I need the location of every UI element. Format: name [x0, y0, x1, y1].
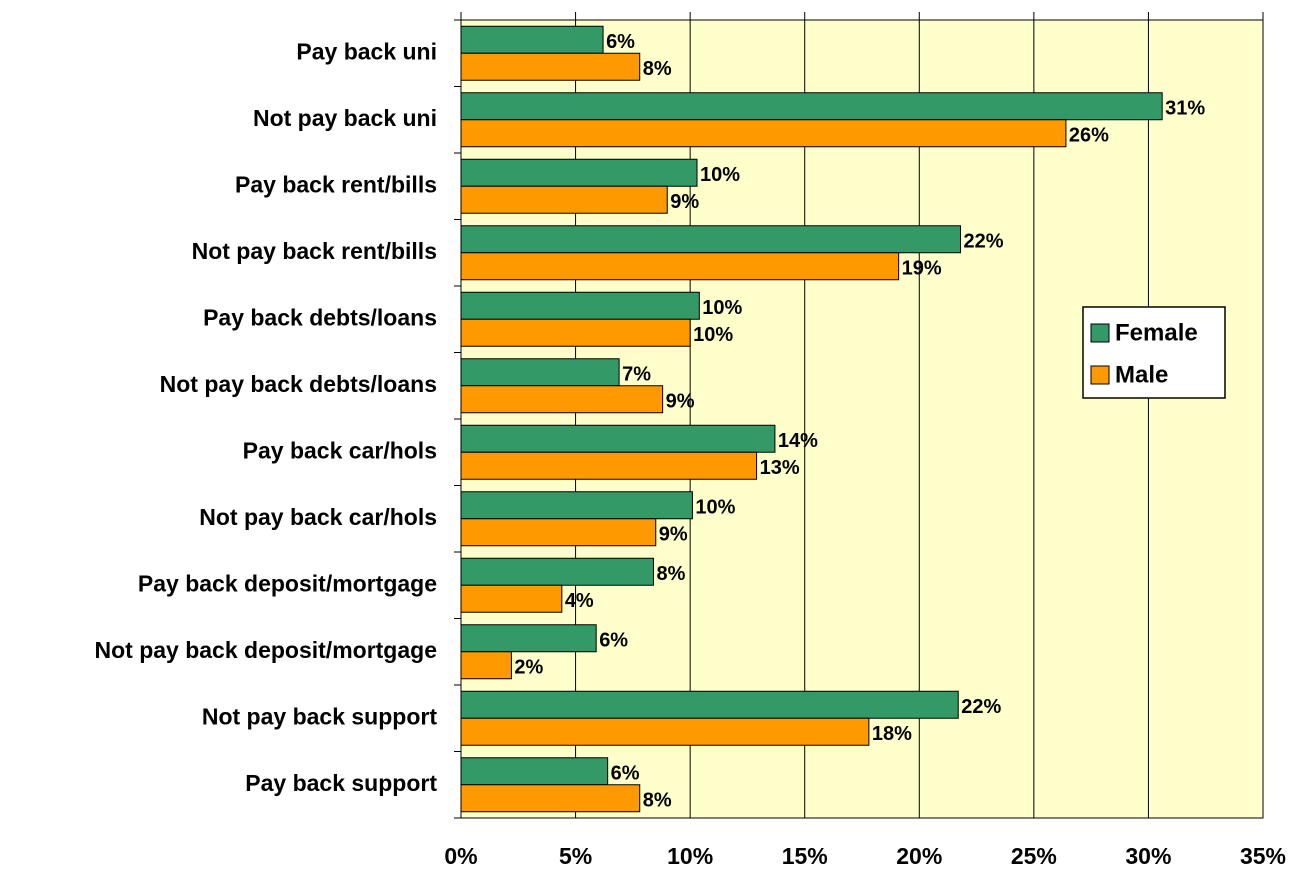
- data-label: 4%: [565, 590, 594, 612]
- data-label: 9%: [666, 391, 695, 413]
- data-label: 14%: [778, 430, 818, 452]
- data-label: 10%: [700, 164, 740, 186]
- x-tick-label: 5%: [559, 843, 592, 869]
- data-label: 6%: [611, 763, 640, 785]
- bar: [460, 690, 959, 719]
- data-label: 2%: [514, 657, 543, 679]
- data-label: 10%: [702, 297, 742, 319]
- y-tick-label: Pay back uni: [296, 38, 437, 64]
- bar: [460, 291, 700, 320]
- x-tick-label: 15%: [782, 843, 828, 869]
- legend-swatch: [1090, 323, 1110, 343]
- bar: [460, 757, 609, 786]
- bar: [460, 52, 641, 81]
- y-tick-label: Not pay back debts/loans: [160, 371, 437, 397]
- bar: [460, 385, 664, 414]
- y-tick-label: Pay back debts/loans: [203, 304, 437, 330]
- bar: [460, 225, 962, 254]
- bar: [460, 717, 870, 746]
- bar: [460, 491, 693, 520]
- legend-label: Male: [1115, 361, 1168, 388]
- data-label: 22%: [961, 696, 1001, 718]
- bar: [460, 358, 620, 387]
- data-label: 9%: [659, 524, 688, 546]
- x-tick-label: 0%: [444, 843, 477, 869]
- bar: [460, 25, 604, 54]
- data-label: 22%: [964, 231, 1004, 253]
- bar: [460, 624, 597, 653]
- data-label: 7%: [622, 364, 651, 386]
- bar: [460, 584, 563, 613]
- data-label: 6%: [599, 630, 628, 652]
- bar: [460, 784, 641, 813]
- y-tick-label: Pay back rent/bills: [235, 171, 437, 197]
- data-label: 31%: [1165, 98, 1205, 120]
- bar: [460, 557, 654, 586]
- y-tick-label: Not pay back uni: [253, 105, 437, 131]
- data-label: 13%: [760, 457, 800, 479]
- data-label: 6%: [606, 31, 635, 53]
- data-label: 8%: [643, 790, 672, 812]
- bar: [460, 92, 1163, 121]
- data-label: 10%: [695, 497, 735, 519]
- bar: [460, 119, 1067, 148]
- data-label: 8%: [643, 58, 672, 80]
- y-tick-label: Not pay back support: [202, 703, 437, 729]
- data-label: 8%: [656, 563, 685, 585]
- data-label: 26%: [1069, 125, 1109, 147]
- x-tick-label: 35%: [1240, 843, 1286, 869]
- y-tick-label: Pay back deposit/mortgage: [138, 570, 437, 596]
- y-tick-label: Not pay back rent/bills: [192, 238, 437, 264]
- x-tick-label: 30%: [1125, 843, 1171, 869]
- bar: [460, 252, 900, 281]
- y-tick-label: Not pay back car/hols: [199, 504, 437, 530]
- bar: [460, 451, 758, 480]
- data-label: 18%: [872, 723, 912, 745]
- bar: [460, 424, 776, 453]
- data-label: 10%: [693, 324, 733, 346]
- bar: [460, 518, 657, 547]
- bar: [460, 185, 668, 214]
- y-tick-label: Pay back car/hols: [243, 437, 437, 463]
- data-label: 9%: [670, 191, 699, 213]
- y-tick-label: Pay back support: [245, 770, 437, 796]
- bar: [460, 651, 512, 680]
- bar: [460, 318, 691, 347]
- data-label: 19%: [902, 258, 942, 280]
- legend-swatch: [1090, 365, 1110, 385]
- x-tick-label: 25%: [1011, 843, 1057, 869]
- plot-area: [460, 19, 1264, 819]
- legend-label: Female: [1115, 319, 1198, 346]
- x-tick-label: 20%: [896, 843, 942, 869]
- x-tick-label: 10%: [667, 843, 713, 869]
- bar: [460, 158, 698, 187]
- y-tick-label: Not pay back deposit/mortgage: [94, 637, 437, 663]
